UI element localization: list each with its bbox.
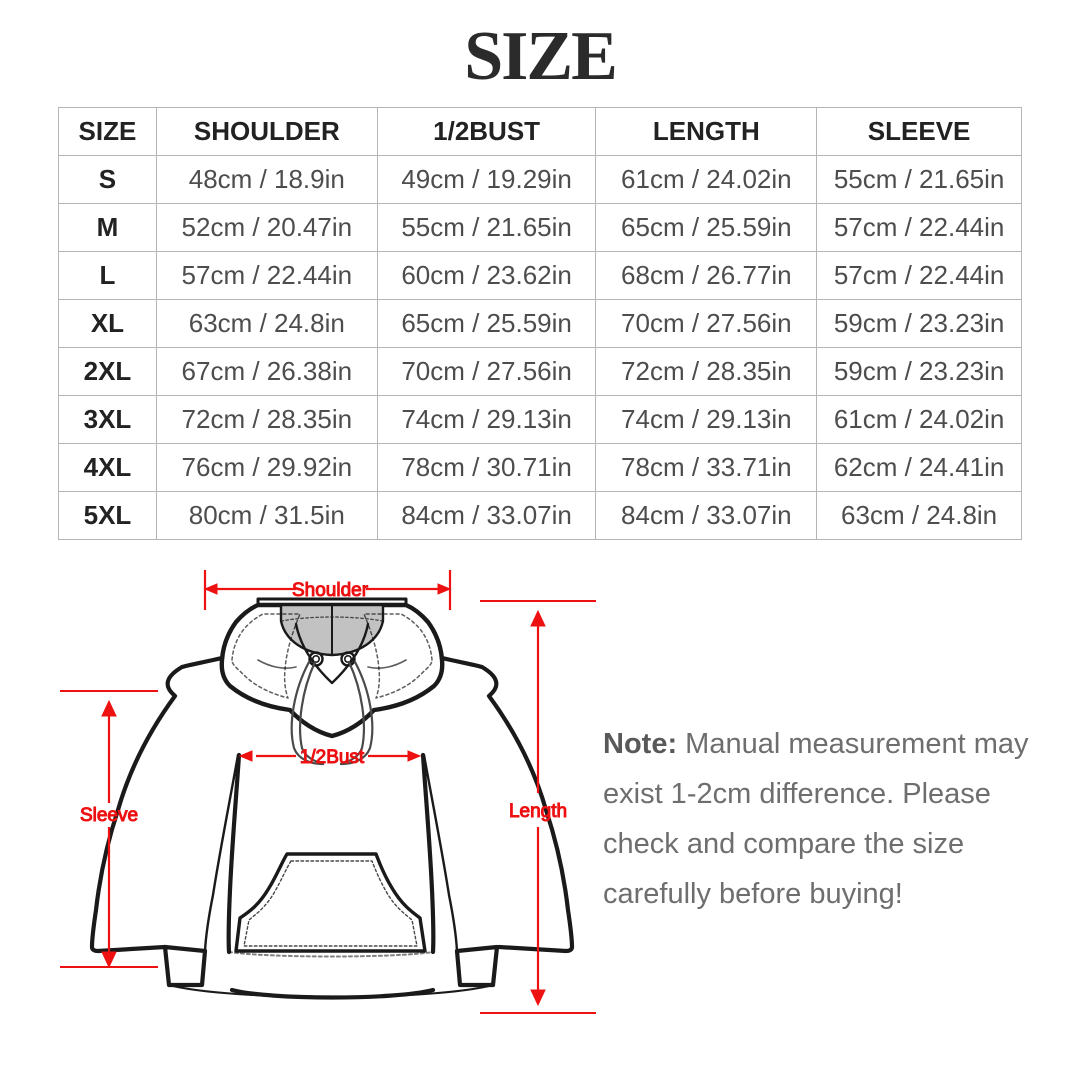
svg-text:Length: Length [509, 801, 567, 822]
svg-text:1/2Bust: 1/2Bust [300, 747, 365, 768]
svg-text:Shoulder: Shoulder [292, 580, 369, 601]
svg-text:Sleeve: Sleeve [80, 805, 138, 826]
